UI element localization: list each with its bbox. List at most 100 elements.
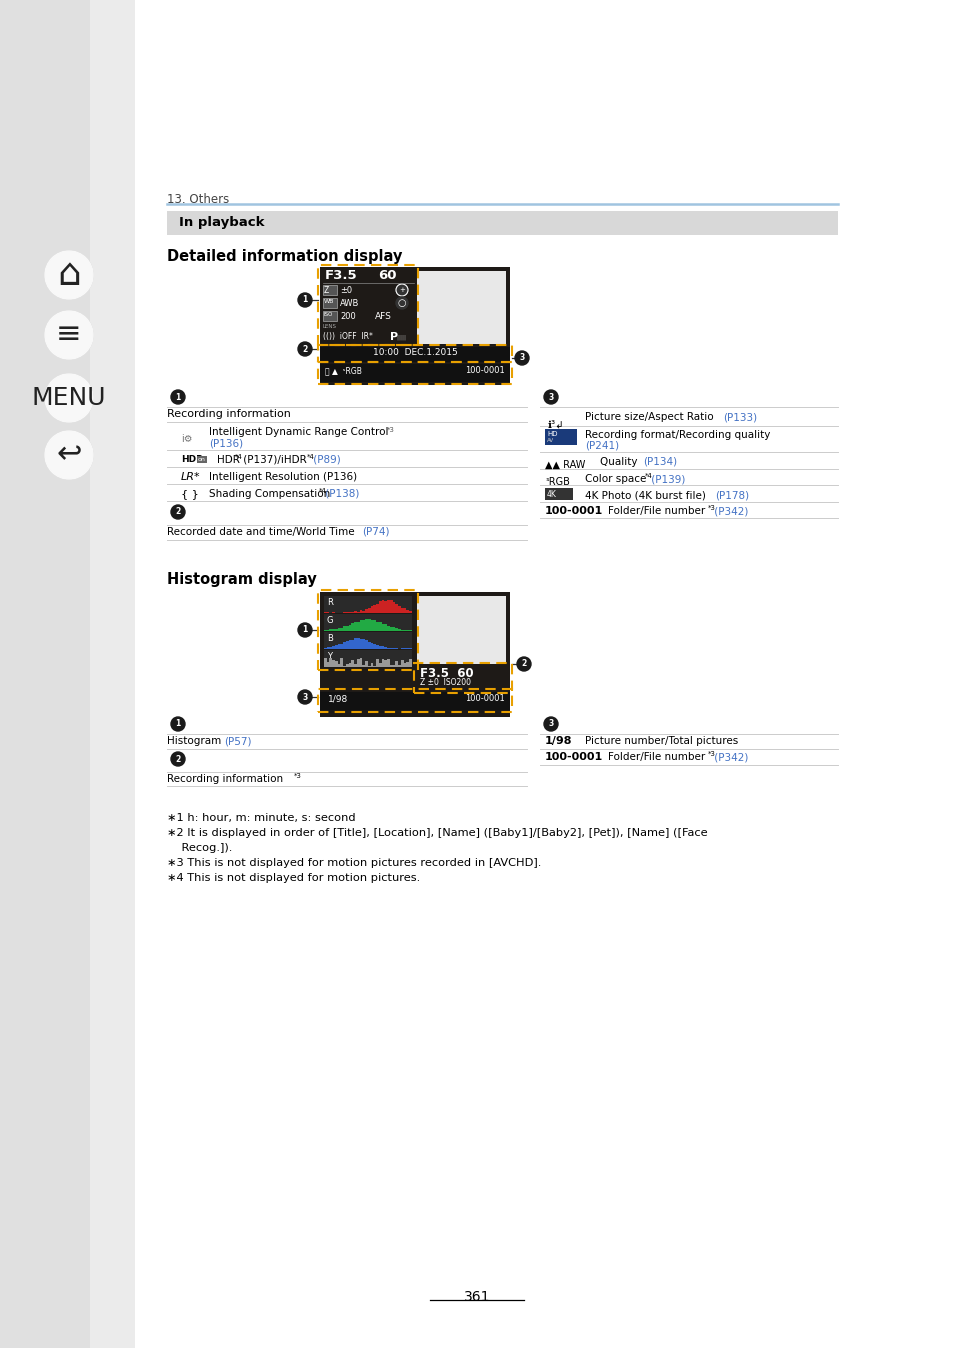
- Bar: [354, 621, 356, 631]
- Text: F3.5  60: F3.5 60: [419, 667, 473, 679]
- Bar: [375, 644, 378, 648]
- Text: +: +: [398, 287, 404, 293]
- Circle shape: [45, 431, 92, 479]
- Bar: [329, 647, 332, 648]
- Bar: [381, 659, 384, 667]
- Text: 🎬 ▲  ˢRGB: 🎬 ▲ ˢRGB: [325, 367, 361, 375]
- Bar: [324, 632, 412, 648]
- Text: 2: 2: [175, 755, 180, 763]
- Bar: [371, 620, 373, 631]
- Text: *4: *4: [307, 454, 314, 460]
- Text: Recog.]).: Recog.]).: [167, 842, 233, 853]
- Circle shape: [45, 251, 92, 299]
- Bar: [359, 620, 362, 631]
- Bar: [332, 661, 335, 667]
- Bar: [323, 311, 336, 321]
- Bar: [368, 642, 370, 648]
- Text: Intelligent Resolution (P136): Intelligent Resolution (P136): [209, 472, 356, 483]
- Bar: [323, 284, 336, 295]
- Text: ○: ○: [397, 298, 406, 307]
- Text: (P241): (P241): [584, 439, 618, 450]
- Bar: [409, 659, 412, 667]
- Bar: [359, 639, 362, 648]
- Bar: [390, 665, 392, 667]
- Bar: [319, 364, 510, 381]
- Bar: [416, 666, 505, 690]
- Text: on: on: [198, 457, 206, 462]
- Text: *4: *4: [644, 473, 652, 479]
- Text: HDR: HDR: [181, 456, 203, 464]
- Text: (P89): (P89): [310, 456, 340, 465]
- Text: LENS: LENS: [323, 324, 336, 329]
- Bar: [374, 666, 375, 667]
- Bar: [346, 642, 348, 648]
- Bar: [343, 643, 345, 648]
- Bar: [335, 628, 337, 631]
- Circle shape: [45, 311, 92, 359]
- Bar: [324, 658, 326, 667]
- Bar: [384, 624, 387, 631]
- Bar: [337, 665, 340, 667]
- Bar: [340, 628, 343, 631]
- Bar: [359, 658, 362, 667]
- Text: Histogram display: Histogram display: [167, 572, 316, 586]
- Bar: [365, 619, 368, 631]
- Text: 4K: 4K: [546, 491, 557, 499]
- Text: 13. Others: 13. Others: [167, 193, 229, 206]
- Text: (P139): (P139): [647, 474, 684, 484]
- Text: Folder/File number: Folder/File number: [607, 752, 704, 762]
- Text: HDR: HDR: [216, 456, 239, 465]
- Bar: [340, 644, 343, 648]
- Text: Detailed information display: Detailed information display: [167, 249, 402, 264]
- Bar: [371, 643, 373, 648]
- Circle shape: [297, 623, 312, 638]
- Text: *3: *3: [294, 772, 301, 779]
- Bar: [375, 604, 378, 613]
- Bar: [356, 638, 359, 648]
- Bar: [384, 601, 387, 613]
- Bar: [406, 611, 409, 613]
- Text: B: B: [327, 634, 333, 643]
- Bar: [368, 619, 370, 631]
- Bar: [317, 689, 512, 712]
- Bar: [354, 665, 356, 667]
- Bar: [384, 647, 387, 648]
- Bar: [359, 611, 362, 613]
- Text: *4: *4: [234, 454, 242, 460]
- Text: 1: 1: [302, 625, 307, 635]
- Circle shape: [515, 350, 529, 365]
- Text: Recording format/Recording quality: Recording format/Recording quality: [584, 430, 770, 439]
- Text: ∗2 It is displayed in order of [Title], [Location], [Name] ([Baby1]/[Baby2], [Pe: ∗2 It is displayed in order of [Title], …: [167, 828, 707, 838]
- Text: R: R: [327, 599, 333, 607]
- Text: In playback: In playback: [179, 216, 264, 229]
- Bar: [317, 266, 417, 345]
- Bar: [335, 661, 337, 667]
- Text: 1: 1: [175, 720, 180, 728]
- Bar: [324, 613, 412, 631]
- Text: (())  iOFF  IR*: (()) iOFF IR*: [323, 332, 373, 341]
- Text: { }: { }: [181, 489, 198, 499]
- Text: (P57): (P57): [224, 736, 252, 745]
- Bar: [387, 659, 390, 667]
- Text: 100-0001: 100-0001: [465, 367, 504, 375]
- Text: 3: 3: [548, 392, 553, 402]
- Bar: [414, 663, 512, 693]
- Bar: [395, 662, 397, 667]
- Bar: [329, 658, 332, 667]
- Bar: [351, 661, 354, 667]
- Text: Quality: Quality: [599, 457, 640, 466]
- Circle shape: [297, 342, 312, 356]
- Text: G: G: [327, 616, 334, 625]
- Bar: [387, 625, 390, 631]
- Text: *3: *3: [707, 506, 715, 511]
- Text: Recording information: Recording information: [167, 774, 283, 785]
- Text: 2: 2: [521, 659, 526, 669]
- Bar: [319, 346, 510, 363]
- Text: Folder/File number: Folder/File number: [607, 506, 704, 516]
- Circle shape: [171, 752, 185, 766]
- Text: ∗3 This is not displayed for motion pictures recorded in [AVCHD].: ∗3 This is not displayed for motion pict…: [167, 857, 540, 868]
- Text: |||||: |||||: [395, 336, 406, 341]
- Bar: [332, 630, 335, 631]
- Bar: [349, 624, 351, 631]
- Text: MENU: MENU: [31, 386, 106, 410]
